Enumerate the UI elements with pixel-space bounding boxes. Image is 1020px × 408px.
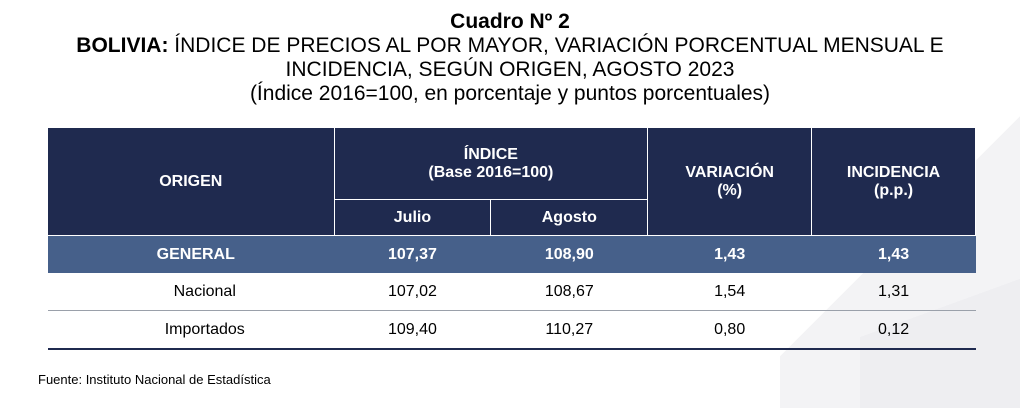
header-variacion: VARIACIÓN (%): [647, 127, 813, 236]
table-row-nacional: Nacional 107,02 108,67 1,54 1,31: [47, 273, 976, 311]
title-country: BOLIVIA:: [76, 34, 169, 57]
table-units: (Índice 2016=100, en porcentaje y puntos…: [249, 82, 771, 105]
row-label: GENERAL: [47, 235, 335, 273]
cell-incidencia: 1,31: [811, 273, 976, 311]
cell-variacion: 0,80: [647, 310, 812, 350]
cell-agosto: 108,90: [490, 235, 648, 273]
title-description: ÍNDICE DE PRECIOS AL POR MAYOR, VARIACIÓ…: [168, 34, 944, 81]
cell-agosto: 108,67: [490, 273, 648, 311]
cell-julio: 107,37: [334, 235, 491, 273]
cell-incidencia: 1,43: [811, 235, 976, 273]
row-label: Importados: [47, 310, 335, 350]
header-indice-base: (Base 2016=100): [428, 163, 554, 181]
table-number-title: Cuadro Nº 2: [450, 10, 570, 33]
price-index-table: ORIGEN ÍNDICE (Base 2016=100) VARIACIÓN …: [47, 127, 976, 350]
cell-incidencia: 0,12: [811, 310, 976, 350]
title-block: Cuadro Nº 2 BOLIVIA: ÍNDICE DE PRECIOS A…: [0, 10, 1020, 106]
header-agosto: Agosto: [490, 199, 649, 236]
header-incidencia-label: INCIDENCIA: [846, 163, 941, 181]
table-main-title: BOLIVIA: ÍNDICE DE PRECIOS AL POR MAYOR,…: [0, 34, 1020, 82]
cell-julio: 109,40: [334, 310, 491, 350]
cell-julio: 107,02: [334, 273, 491, 311]
cell-variacion: 1,43: [647, 235, 812, 273]
cell-variacion: 1,54: [647, 273, 812, 311]
cell-agosto: 110,27: [490, 310, 648, 350]
table-row-importados: Importados 109,40 110,27 0,80 0,12: [47, 310, 976, 350]
source-note: Fuente: Instituto Nacional de Estadístic…: [38, 372, 271, 387]
table-row-general: GENERAL 107,37 108,90 1,43 1,43: [47, 235, 976, 273]
header-julio: Julio: [333, 199, 492, 236]
header-indice: ÍNDICE (Base 2016=100): [333, 127, 649, 200]
header-incidencia-unit: (p.p.): [874, 181, 914, 199]
header-variacion-unit: (%): [717, 181, 743, 199]
header-indice-label: ÍNDICE: [463, 145, 518, 163]
row-label: Nacional: [47, 273, 335, 311]
header-origen: ORIGEN: [47, 127, 335, 236]
header-incidencia: INCIDENCIA (p.p.): [811, 127, 976, 236]
header-variacion-label: VARIACIÓN: [685, 163, 774, 181]
